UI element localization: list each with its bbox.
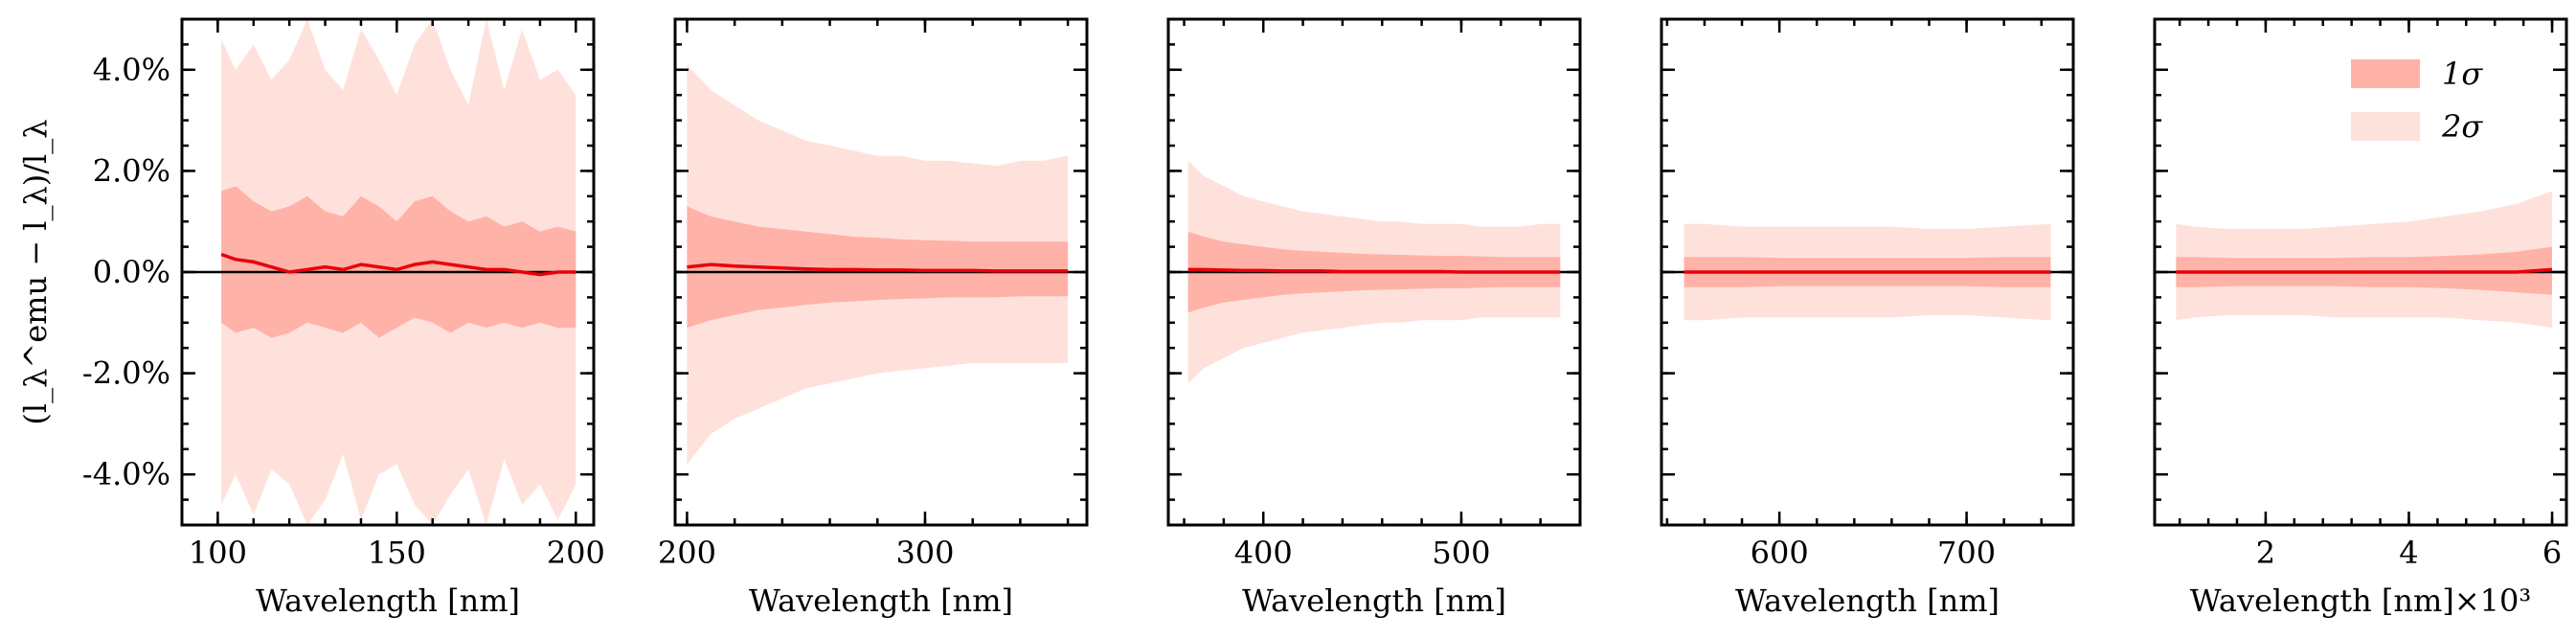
- ticks: [1661, 17, 2073, 527]
- ticks: [675, 17, 1087, 527]
- x-axis-label: Wavelength [nm]: [749, 582, 1013, 619]
- legend-label-one-sigma: 1σ: [2442, 56, 2483, 92]
- panel-4: 600 700 Wavelength [nm]: [1660, 17, 2075, 619]
- median-line: [1187, 267, 1561, 274]
- y-tick-label: 4.0%: [93, 52, 170, 88]
- ticks: [180, 17, 594, 527]
- legend-label-two-sigma: 2σ: [2441, 108, 2483, 145]
- panel-3: 400 500 Wavelength [nm]: [1166, 17, 1582, 619]
- x-tick-label: 4: [2399, 535, 2418, 571]
- x-tick-label: 600: [1751, 535, 1809, 571]
- one-sigma-band: [687, 206, 1069, 329]
- x-tick-label: 400: [1234, 535, 1293, 571]
- one-sigma-band: [221, 186, 576, 338]
- x-axis-label: Wavelength [nm]×10³: [2190, 582, 2531, 619]
- x-tick-label: 150: [368, 535, 426, 571]
- panel-2: 200 300 Wavelength [nm]: [658, 17, 1089, 619]
- panel-5: 2 4 6 Wavelength [nm]×10³: [2153, 17, 2568, 619]
- x-tick-label: 500: [1432, 535, 1490, 571]
- x-tick-label: 2: [2256, 535, 2275, 571]
- x-axis-label: Wavelength [nm]: [1735, 582, 2000, 619]
- panels: 100 150 200 -4.0% -2.0% 0.0% 2.0% 4.0% Wavelengt…: [82, 17, 2568, 619]
- x-tick-label: 200: [547, 535, 605, 571]
- median-line: [2176, 267, 2553, 274]
- x-tick-label: 300: [895, 535, 954, 571]
- legend-swatch-two-sigma: [2351, 112, 2420, 141]
- panel-1: 100 150 200 -4.0% -2.0% 0.0% 2.0% 4.0% Wavelengt…: [82, 17, 605, 619]
- plot-area: [1168, 160, 1580, 384]
- legend-swatch-one-sigma: [2351, 59, 2420, 88]
- x-tick-label: 6: [2542, 535, 2562, 571]
- x-tick-label: 200: [658, 535, 716, 571]
- median-line: [687, 262, 1069, 273]
- y-tick-label: 0.0%: [93, 254, 170, 290]
- x-tick-label: 700: [1937, 535, 1996, 571]
- ticks: [1168, 17, 1582, 527]
- x-tick-label: 100: [189, 535, 247, 571]
- y-axis-label-text: (l_λ^emu − l_λ)/l_λ: [17, 119, 54, 424]
- y-tick-label: 2.0%: [93, 152, 170, 189]
- x-axis-label: Wavelength [nm]: [256, 582, 520, 619]
- y-axis-label: (l_λ^emu − l_λ)/l_λ: [17, 119, 54, 424]
- y-tick-label: -4.0%: [82, 456, 170, 492]
- plot-area: [675, 64, 1087, 465]
- x-axis-label: Wavelength [nm]: [1242, 582, 1506, 619]
- median-line: [220, 252, 576, 277]
- plot-area: [1661, 223, 2073, 321]
- plot-area: [2155, 191, 2566, 329]
- plot-area: [182, 19, 594, 525]
- y-tick-label: -2.0%: [82, 355, 170, 392]
- ticks: [2155, 17, 2566, 527]
